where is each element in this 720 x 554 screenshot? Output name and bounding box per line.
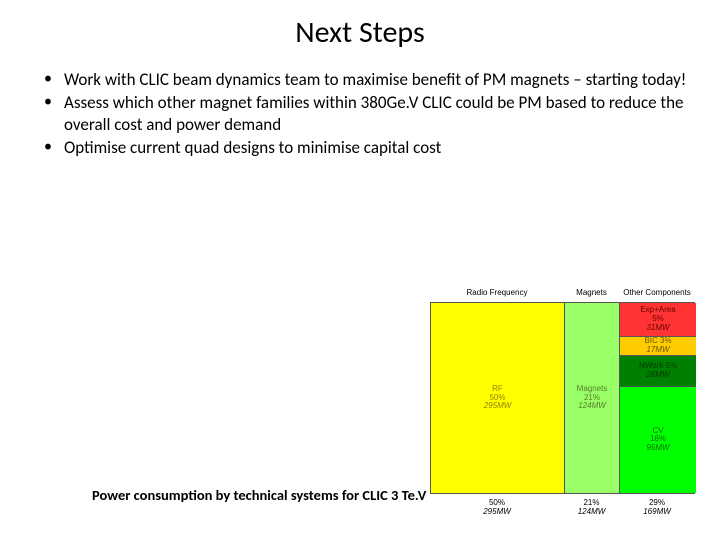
chart-column-header: Other Components: [619, 288, 695, 297]
chart-caption: Power consumption by technical systems f…: [92, 486, 426, 504]
bullet-list: Work with CLIC beam dynamics team to max…: [38, 69, 690, 158]
chart-segment: BIC 3%17MW: [620, 337, 696, 356]
bullet-item: Work with CLIC beam dynamics team to max…: [38, 69, 690, 90]
chart-column-header: Radio Frequency: [430, 288, 564, 297]
chart-column-footer: 50%295MW: [430, 498, 564, 516]
power-chart: Radio FrequencyMagnetsOther Components R…: [430, 288, 695, 536]
chart-column: Magnets21%124MW: [565, 303, 620, 493]
chart-segment: RF50%295MW: [431, 303, 564, 493]
chart-column: Exp+Area5%31MWBIC 3%17MWNWork 5%28MWCV16…: [620, 303, 696, 493]
chart-segment: Magnets21%124MW: [565, 303, 619, 493]
chart-column-footer: 29%169MW: [619, 498, 695, 516]
chart-column: RF50%295MW: [431, 303, 565, 493]
bullet-item: Assess which other magnet families withi…: [38, 92, 690, 135]
chart-column-footer: 21%124MW: [564, 498, 619, 516]
bullet-item: Optimise current quad designs to minimis…: [38, 137, 690, 158]
chart-segment: CV16%95MW: [620, 387, 696, 493]
chart-segment: NWork 5%28MW: [620, 356, 696, 386]
chart-column-header: Magnets: [564, 288, 619, 297]
page-title: Next Steps: [0, 14, 720, 51]
chart-segment: Exp+Area5%31MW: [620, 303, 696, 337]
